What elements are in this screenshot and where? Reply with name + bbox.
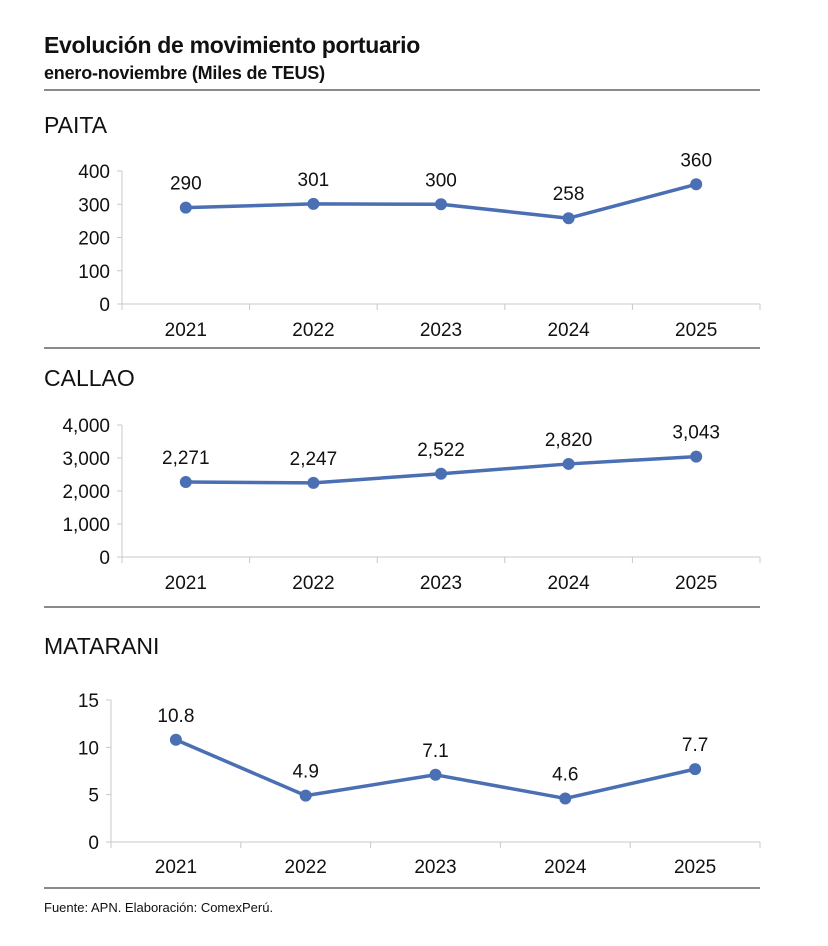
- x-tick-label: 2025: [675, 320, 717, 341]
- data-point: [435, 198, 447, 211]
- x-tick-label: 2023: [414, 857, 456, 878]
- data-label: 258: [553, 184, 585, 205]
- y-tick-label: 300: [78, 195, 110, 216]
- x-tick-label: 2024: [547, 573, 590, 594]
- x-tick-label: 2025: [674, 857, 716, 878]
- y-tick-label: 0: [99, 295, 110, 316]
- y-tick-label: 0: [99, 548, 110, 569]
- y-tick-label: 3,000: [62, 449, 110, 470]
- divider: [44, 347, 760, 349]
- data-point: [559, 792, 572, 805]
- data-point: [299, 789, 312, 802]
- data-label: 2,247: [290, 449, 338, 470]
- x-tick-label: 2023: [420, 320, 462, 341]
- x-tick-label: 2022: [292, 573, 334, 594]
- data-point: [307, 476, 320, 489]
- data-label: 7.1: [422, 741, 448, 762]
- data-label: 4.9: [292, 762, 318, 783]
- data-point: [689, 763, 702, 776]
- chart-title: Evolución de movimiento portuario: [44, 32, 421, 58]
- divider: [44, 606, 760, 608]
- data-label: 3,043: [672, 423, 720, 444]
- data-label: 360: [680, 150, 712, 171]
- x-tick-label: 2023: [420, 573, 462, 594]
- data-point: [435, 467, 447, 480]
- source-note: Fuente: APN. Elaboración: ComexPerú.: [44, 900, 274, 915]
- data-label: 300: [425, 170, 457, 191]
- chart-subtitle: enero-noviembre (Miles de TEUS): [44, 63, 325, 83]
- data-point: [429, 768, 442, 781]
- data-label: 7.7: [682, 735, 708, 756]
- data-point: [179, 476, 192, 489]
- panel-title-paita: PAITA: [44, 112, 108, 138]
- y-tick-label: 1,000: [62, 515, 110, 536]
- data-label: 10.8: [157, 706, 194, 727]
- data-point: [179, 201, 192, 214]
- divider: [44, 89, 760, 91]
- data-label: 2,820: [545, 430, 593, 451]
- data-label: 2,271: [162, 448, 210, 469]
- y-tick-label: 400: [78, 162, 110, 183]
- x-tick-label: 2022: [292, 320, 334, 341]
- data-point: [690, 178, 703, 191]
- panel-title-matarani: MATARANI: [44, 633, 160, 659]
- data-point: [562, 212, 575, 225]
- data-label: 301: [298, 170, 330, 191]
- data-point: [169, 733, 182, 746]
- panel-title-callao: CALLAO: [44, 365, 135, 391]
- data-point: [690, 450, 703, 463]
- data-label: 2,522: [417, 440, 465, 461]
- x-tick-label: 2021: [165, 573, 207, 594]
- data-point: [562, 457, 575, 470]
- x-tick-label: 2025: [675, 573, 717, 594]
- data-label: 4.6: [552, 764, 578, 785]
- x-tick-label: 2024: [547, 320, 590, 341]
- x-tick-label: 2022: [285, 857, 327, 878]
- y-tick-label: 100: [78, 262, 110, 283]
- x-tick-label: 2024: [544, 857, 587, 878]
- x-tick-label: 2021: [165, 320, 207, 341]
- data-label: 290: [170, 174, 202, 195]
- y-tick-label: 0: [88, 833, 99, 854]
- data-point: [307, 197, 320, 210]
- y-tick-label: 200: [78, 229, 110, 250]
- x-tick-label: 2021: [155, 857, 197, 878]
- y-tick-label: 10: [78, 738, 99, 759]
- y-tick-label: 2,000: [62, 482, 110, 503]
- y-tick-label: 5: [88, 786, 99, 807]
- y-tick-label: 4,000: [62, 416, 110, 437]
- divider: [44, 887, 760, 889]
- y-tick-label: 15: [78, 691, 99, 712]
